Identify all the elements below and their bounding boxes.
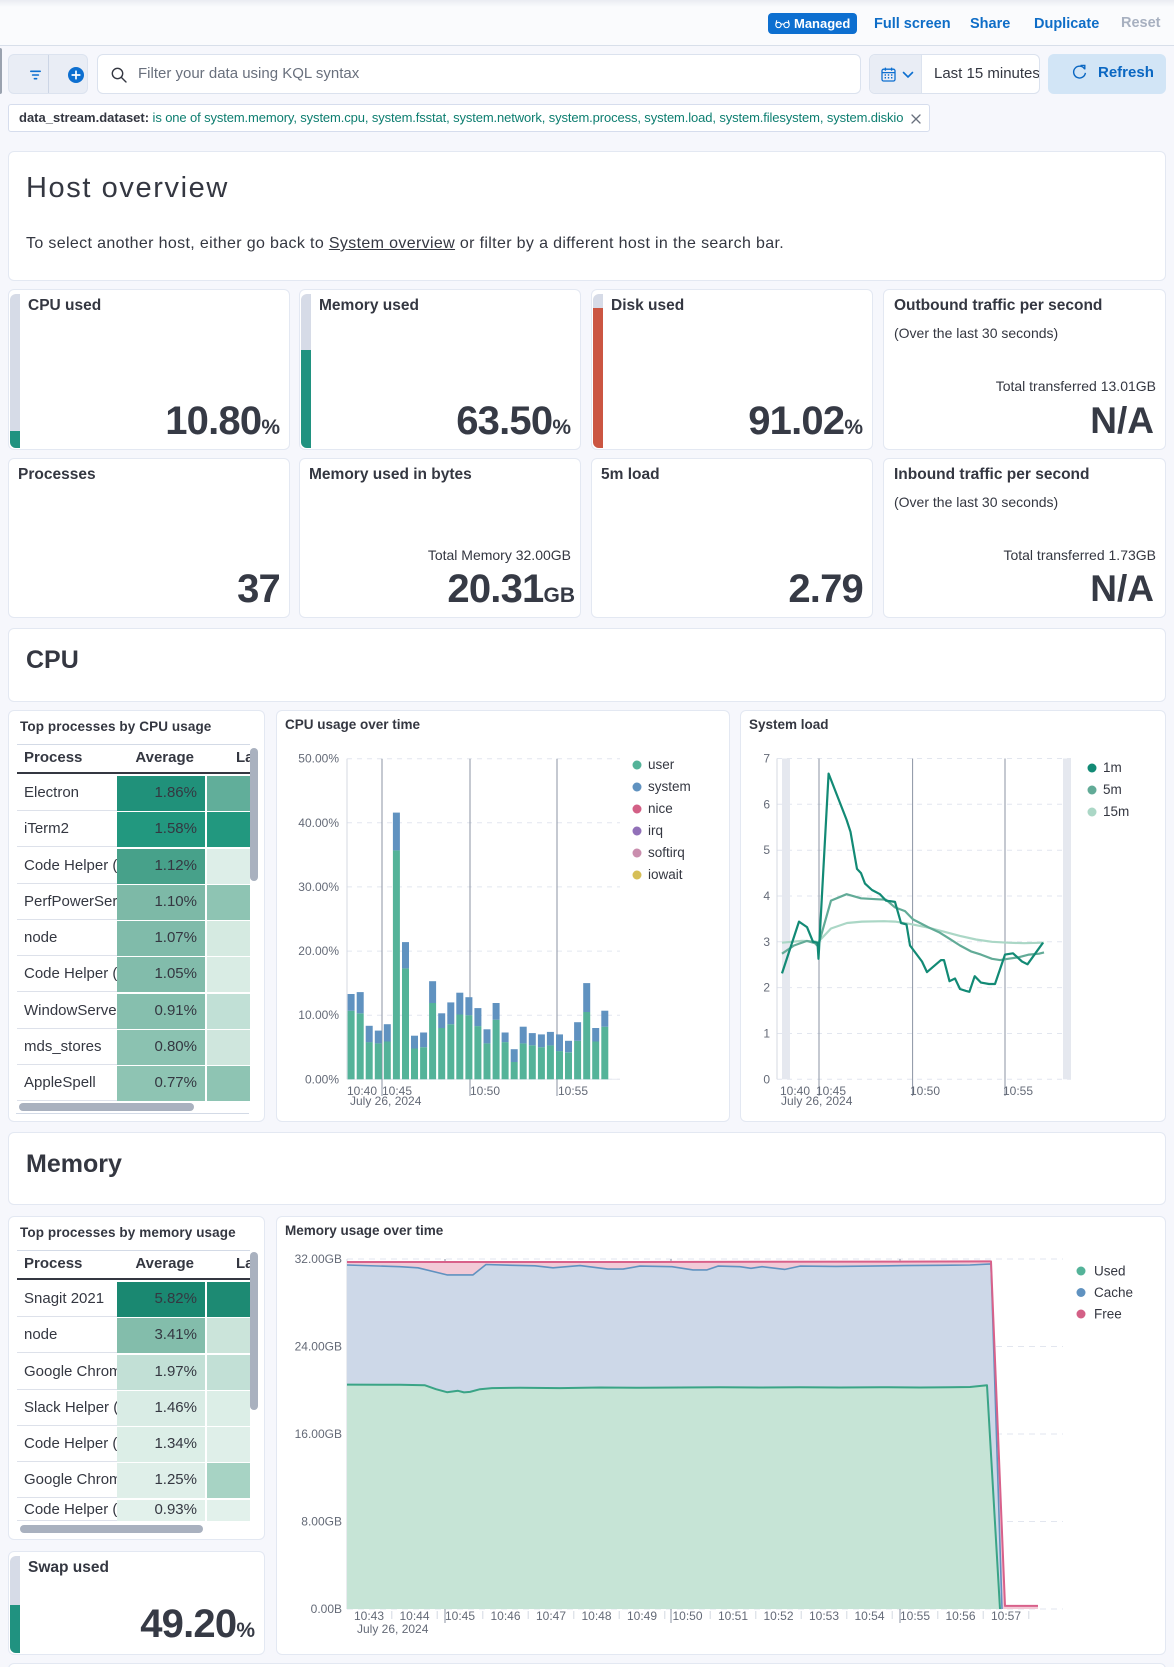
svg-text:20.00%: 20.00%: [298, 944, 339, 958]
svg-text:6: 6: [763, 797, 770, 811]
svg-text:24.00GB: 24.00GB: [295, 1340, 342, 1354]
svg-text:3: 3: [763, 935, 770, 949]
svg-text:System load: System load: [749, 717, 829, 732]
svg-text:10.00%: 10.00%: [298, 1008, 339, 1022]
svg-text:10:57: 10:57: [991, 1609, 1021, 1623]
svg-text:50.00%: 50.00%: [298, 752, 339, 766]
svg-text:softirq: softirq: [648, 845, 685, 860]
svg-text:10:40: 10:40: [780, 1084, 810, 1098]
svg-text:10:51: 10:51: [718, 1609, 748, 1623]
svg-text:1: 1: [763, 1027, 770, 1041]
svg-text:10:50: 10:50: [910, 1084, 940, 1098]
svg-text:0.00B: 0.00B: [311, 1602, 342, 1616]
svg-text:10:50: 10:50: [672, 1609, 702, 1623]
svg-text:10:54: 10:54: [854, 1609, 884, 1623]
svg-text:10:50: 10:50: [470, 1084, 500, 1098]
svg-text:40.00%: 40.00%: [298, 816, 339, 830]
svg-text:10:45: 10:45: [445, 1609, 475, 1623]
svg-text:10:46: 10:46: [490, 1609, 520, 1623]
svg-text:nice: nice: [648, 801, 673, 816]
svg-text:10:43: 10:43: [354, 1609, 384, 1623]
svg-text:10:55: 10:55: [1003, 1084, 1033, 1098]
svg-text:32.00GB: 32.00GB: [295, 1252, 342, 1266]
svg-text:10:44: 10:44: [399, 1609, 429, 1623]
svg-text:July 26, 2024: July 26, 2024: [781, 1094, 853, 1108]
svg-text:5: 5: [763, 843, 770, 857]
svg-text:0: 0: [763, 1072, 770, 1086]
svg-text:16.00GB: 16.00GB: [295, 1427, 342, 1441]
svg-text:CPU usage over time: CPU usage over time: [285, 717, 421, 732]
svg-text:10:52: 10:52: [763, 1609, 793, 1623]
svg-text:10:48: 10:48: [581, 1609, 611, 1623]
svg-text:8.00GB: 8.00GB: [301, 1515, 342, 1529]
svg-text:irq: irq: [648, 823, 663, 838]
svg-text:Cache: Cache: [1094, 1285, 1133, 1300]
svg-text:10:53: 10:53: [809, 1609, 839, 1623]
svg-text:July 26, 2024: July 26, 2024: [350, 1094, 422, 1108]
svg-text:10:55: 10:55: [900, 1609, 930, 1623]
svg-text:July 26, 2024: July 26, 2024: [357, 1622, 429, 1636]
svg-text:Memory usage over time: Memory usage over time: [285, 1223, 444, 1238]
svg-text:Used: Used: [1094, 1264, 1126, 1279]
svg-text:0.00%: 0.00%: [305, 1072, 339, 1086]
svg-text:2: 2: [763, 981, 770, 995]
svg-text:10:47: 10:47: [536, 1609, 566, 1623]
svg-text:10:40: 10:40: [347, 1084, 377, 1098]
svg-text:7: 7: [763, 752, 770, 766]
svg-text:user: user: [648, 757, 675, 772]
svg-text:5m: 5m: [1103, 782, 1122, 797]
svg-text:30.00%: 30.00%: [298, 880, 339, 894]
svg-text:10:55: 10:55: [558, 1084, 588, 1098]
svg-text:10:45: 10:45: [816, 1084, 846, 1098]
svg-text:4: 4: [763, 889, 770, 903]
svg-text:system: system: [648, 779, 691, 794]
svg-text:10:45: 10:45: [382, 1084, 412, 1098]
svg-text:10:56: 10:56: [945, 1609, 975, 1623]
svg-text:10:49: 10:49: [627, 1609, 657, 1623]
svg-text:1m: 1m: [1103, 760, 1122, 775]
svg-text:Free: Free: [1094, 1307, 1122, 1322]
svg-text:15m: 15m: [1103, 804, 1129, 819]
svg-text:iowait: iowait: [648, 867, 683, 882]
